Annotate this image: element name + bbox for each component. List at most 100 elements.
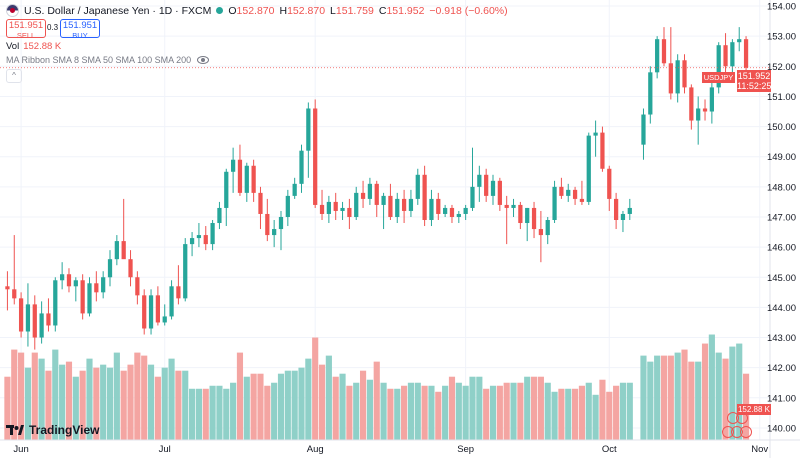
volume-bar <box>667 355 674 440</box>
candle-body <box>689 87 694 121</box>
candles <box>5 27 749 350</box>
volume-bar <box>387 388 394 440</box>
candle-body <box>408 198 414 211</box>
candle-body <box>347 207 352 217</box>
volume-bar <box>462 385 469 440</box>
eye-icon[interactable] <box>197 56 210 64</box>
candle-body <box>18 298 24 332</box>
candle-body <box>504 204 509 208</box>
volume-bar <box>106 367 114 440</box>
candle-body <box>66 274 72 287</box>
volume-bar <box>18 352 25 440</box>
candle-body <box>319 204 325 214</box>
volume-bar <box>209 385 216 440</box>
volume-legend[interactable]: Vol 152.88 K <box>6 41 61 52</box>
price-tick-label: 153.00 <box>767 32 796 43</box>
price-axis[interactable]: 140.00 141.00 142.00 143.00 144.00 145.00 146.… <box>767 0 796 458</box>
candle-body <box>32 304 37 338</box>
candle-body <box>217 207 222 224</box>
candle-body <box>559 186 564 196</box>
volume-bar <box>257 373 264 440</box>
volume-bar <box>407 382 415 440</box>
volume-bar <box>141 355 148 440</box>
candle-body <box>538 229 544 236</box>
volume-bar <box>640 355 647 440</box>
volume-bar <box>421 385 428 440</box>
price-tick-label: 148.00 <box>767 182 796 193</box>
candle-body <box>627 207 632 214</box>
volume-bar <box>701 343 709 440</box>
volume-bar <box>38 358 45 440</box>
indicator-legend[interactable]: MA Ribbon SMA 8 SMA 50 SMA 100 SMA 200 <box>6 55 210 65</box>
volume-bar <box>223 388 230 440</box>
volume-bar <box>524 376 531 440</box>
candle-body <box>203 235 208 245</box>
candle-body <box>470 186 475 208</box>
candle-body <box>196 235 202 239</box>
symbol-title[interactable]: U.S. Dollar / Japanese Yen · 1D · FXCM <box>24 4 212 17</box>
candle-body <box>12 289 17 299</box>
candle-body <box>415 174 420 199</box>
sell-label: SELL <box>16 31 36 40</box>
candle-body <box>675 60 680 94</box>
volume-bar <box>736 343 743 440</box>
candle-body <box>46 313 51 326</box>
volume-bar <box>476 376 483 440</box>
price-tick-label: 146.00 <box>767 243 796 254</box>
indicator-legend-text: MA Ribbon SMA 8 SMA 50 SMA 100 SMA 200 <box>6 55 192 65</box>
sell-button[interactable]: 151.951 SELL <box>6 19 46 40</box>
price-tick-label: 140.00 <box>767 423 796 434</box>
volume-bar <box>496 385 503 440</box>
candle-body <box>80 280 85 314</box>
time-axis[interactable]: Jun Jul Aug Sep Oct Nov <box>0 439 800 455</box>
candle-body <box>682 60 687 88</box>
candle-body <box>655 39 660 73</box>
volume-bar <box>414 382 421 440</box>
volume-bar <box>503 382 510 440</box>
candle-body <box>299 150 304 184</box>
candle-body <box>518 204 523 224</box>
volume-bar <box>65 361 73 440</box>
volume-bar <box>236 352 244 440</box>
volume-bar <box>647 361 654 440</box>
volume-bar <box>483 388 490 440</box>
volume-bar <box>250 373 257 440</box>
volume-bar <box>654 355 661 440</box>
price-tick-label: 147.00 <box>767 212 796 223</box>
buy-button[interactable]: 151.951 BUY <box>60 19 100 40</box>
volume-bar <box>332 376 339 440</box>
candle-body <box>743 39 749 68</box>
candle-body <box>87 283 92 314</box>
candle-body <box>114 241 119 260</box>
volume-bar <box>243 376 250 440</box>
price-tick-label: 141.00 <box>767 393 796 404</box>
collapse-legend-button[interactable]: ^ <box>6 69 22 83</box>
candle-body <box>313 108 318 205</box>
volume-bar <box>660 355 668 440</box>
volume-bar <box>113 352 120 440</box>
volume-bar <box>72 376 79 440</box>
news-icon[interactable] <box>740 426 752 438</box>
candle-body <box>155 295 161 323</box>
candle-body <box>566 189 571 196</box>
volume-bar <box>305 358 312 440</box>
volume-bar <box>100 364 107 440</box>
ohlc-close: C151.952 <box>378 4 425 17</box>
candle-body <box>456 213 461 217</box>
price-tick-label: 149.00 <box>767 152 796 163</box>
volume-bar <box>31 352 38 440</box>
volume-bar <box>86 358 93 440</box>
tradingview-logo[interactable]: TradingView <box>6 423 99 437</box>
volume-bar <box>489 385 497 440</box>
candle-body <box>251 165 256 193</box>
candle-body <box>230 159 236 172</box>
candle-body <box>613 198 619 220</box>
candle-body <box>661 39 667 64</box>
volume-bar <box>93 367 100 440</box>
time-tick-label: Jul <box>159 444 171 455</box>
candle-body <box>723 45 728 67</box>
dividends-icon[interactable] <box>736 412 748 424</box>
price-tick-label: 142.00 <box>767 363 796 374</box>
volume-bar <box>619 382 627 440</box>
